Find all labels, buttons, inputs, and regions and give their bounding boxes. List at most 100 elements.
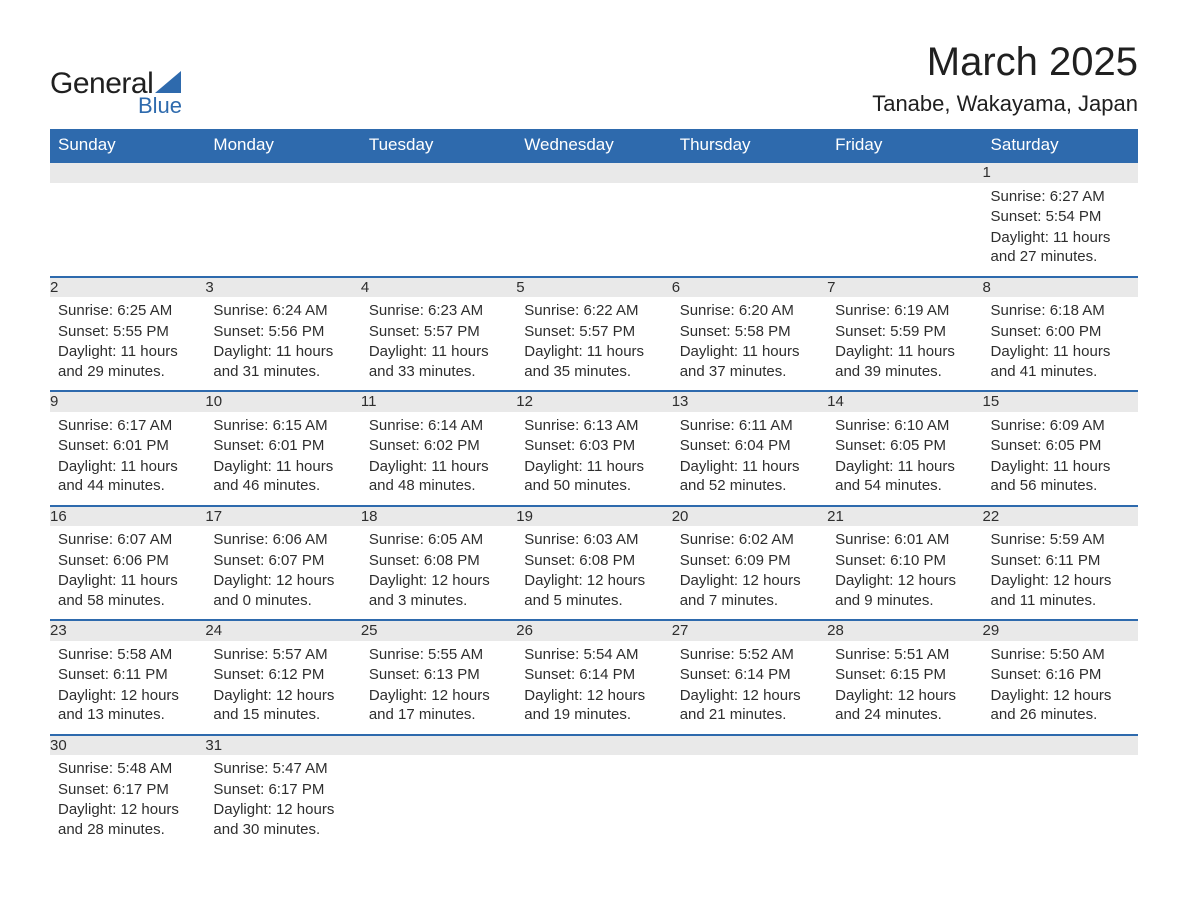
sunset-line: Sunset: 6:00 PM <box>991 322 1130 342</box>
day-number: 7 <box>827 277 982 298</box>
day-cell: Sunrise: 5:51 AMSunset: 6:15 PMDaylight:… <box>827 641 982 735</box>
daylight-line: Daylight: 12 hours and 3 minutes. <box>369 571 508 610</box>
sunset-line: Sunset: 6:17 PM <box>213 780 352 800</box>
daylight-line: Daylight: 11 hours and 37 minutes. <box>680 342 819 381</box>
week-data-row: Sunrise: 6:27 AMSunset: 5:54 PMDaylight:… <box>50 183 1138 277</box>
sunrise-line: Sunrise: 6:23 AM <box>369 301 508 321</box>
daylight-line: Daylight: 12 hours and 24 minutes. <box>835 686 974 725</box>
day-cell: Sunrise: 6:02 AMSunset: 6:09 PMDaylight:… <box>672 526 827 620</box>
daylight-line: Daylight: 12 hours and 30 minutes. <box>213 800 352 839</box>
day-number: 1 <box>983 162 1138 183</box>
sunrise-line: Sunrise: 5:52 AM <box>680 645 819 665</box>
daylight-line: Daylight: 11 hours and 54 minutes. <box>835 457 974 496</box>
daylight-line: Daylight: 12 hours and 0 minutes. <box>213 571 352 610</box>
day-number: 19 <box>516 506 671 527</box>
empty-cell <box>516 735 671 756</box>
weekday-header: Saturday <box>983 129 1138 162</box>
sunrise-line: Sunrise: 6:15 AM <box>213 416 352 436</box>
weekday-header: Tuesday <box>361 129 516 162</box>
empty-cell <box>983 755 1138 848</box>
empty-cell <box>672 735 827 756</box>
day-number: 5 <box>516 277 671 298</box>
sunrise-line: Sunrise: 6:03 AM <box>524 530 663 550</box>
daylight-line: Daylight: 11 hours and 48 minutes. <box>369 457 508 496</box>
sunset-line: Sunset: 6:02 PM <box>369 436 508 456</box>
weekday-header: Friday <box>827 129 982 162</box>
day-cell: Sunrise: 6:14 AMSunset: 6:02 PMDaylight:… <box>361 412 516 506</box>
sunrise-line: Sunrise: 6:14 AM <box>369 416 508 436</box>
empty-cell <box>516 755 671 848</box>
sunrise-line: Sunrise: 6:13 AM <box>524 416 663 436</box>
daylight-line: Daylight: 12 hours and 28 minutes. <box>58 800 197 839</box>
day-cell: Sunrise: 5:54 AMSunset: 6:14 PMDaylight:… <box>516 641 671 735</box>
day-cell: Sunrise: 6:11 AMSunset: 6:04 PMDaylight:… <box>672 412 827 506</box>
daylight-line: Daylight: 11 hours and 56 minutes. <box>991 457 1130 496</box>
day-number: 21 <box>827 506 982 527</box>
sunrise-line: Sunrise: 6:07 AM <box>58 530 197 550</box>
location: Tanabe, Wakayama, Japan <box>872 91 1138 117</box>
sunset-line: Sunset: 5:57 PM <box>369 322 508 342</box>
sunset-line: Sunset: 6:03 PM <box>524 436 663 456</box>
empty-cell <box>672 162 827 183</box>
empty-cell <box>672 183 827 277</box>
sunset-line: Sunset: 6:13 PM <box>369 665 508 685</box>
day-number: 11 <box>361 391 516 412</box>
weekday-header: Wednesday <box>516 129 671 162</box>
sunrise-line: Sunrise: 6:19 AM <box>835 301 974 321</box>
daylight-line: Daylight: 11 hours and 27 minutes. <box>991 228 1130 267</box>
sunset-line: Sunset: 5:54 PM <box>991 207 1130 227</box>
day-number: 23 <box>50 620 205 641</box>
daylight-line: Daylight: 11 hours and 41 minutes. <box>991 342 1130 381</box>
day-cell: Sunrise: 6:19 AMSunset: 5:59 PMDaylight:… <box>827 297 982 391</box>
day-cell: Sunrise: 6:06 AMSunset: 6:07 PMDaylight:… <box>205 526 360 620</box>
day-number: 24 <box>205 620 360 641</box>
week-data-row: Sunrise: 6:17 AM Sunset: 6:01 PM Daylight:… <box>50 412 1138 506</box>
empty-cell <box>361 162 516 183</box>
sunset-line: Sunset: 6:08 PM <box>369 551 508 571</box>
daylight-line: Daylight: 11 hours and 39 minutes. <box>835 342 974 381</box>
title-block: March 2025 Tanabe, Wakayama, Japan <box>872 40 1138 117</box>
sunrise-line: Sunrise: 5:57 AM <box>213 645 352 665</box>
day-number: 4 <box>361 277 516 298</box>
day-number: 28 <box>827 620 982 641</box>
sunrise-line: Sunrise: 5:55 AM <box>369 645 508 665</box>
week-data-row: Sunrise: 5:58 AMSunset: 6:11 PM Daylight:… <box>50 641 1138 735</box>
day-cell: Sunrise: 6:25 AMSunset: 5:55 PMDaylight:… <box>50 297 205 391</box>
sunset-line: Sunset: 6:01 PM <box>213 436 352 456</box>
sunrise-line: Sunrise: 6:06 AM <box>213 530 352 550</box>
sunset-line: Sunset: 5:57 PM <box>524 322 663 342</box>
day-number: 26 <box>516 620 671 641</box>
empty-cell <box>361 183 516 277</box>
day-cell: Sunrise: 6:24 AMSunset: 5:56 PMDaylight:… <box>205 297 360 391</box>
sunrise-line: Sunrise: 5:59 AM <box>991 530 1130 550</box>
empty-cell <box>983 735 1138 756</box>
sunset-line: Sunset: 6:17 PM <box>58 780 197 800</box>
sunset-line: Sunset: 6:09 PM <box>680 551 819 571</box>
empty-cell <box>827 183 982 277</box>
day-number: 12 <box>516 391 671 412</box>
daylight-line: Daylight: 12 hours and 11 minutes. <box>991 571 1130 610</box>
week-number-row: 2345678 <box>50 277 1138 298</box>
daylight-line: Daylight: 12 hours and 19 minutes. <box>524 686 663 725</box>
empty-cell <box>361 755 516 848</box>
sunrise-line: Sunrise: 5:58 AM <box>58 645 197 665</box>
sunset-line: Sunset: 6:07 PM <box>213 551 352 571</box>
day-cell: Sunrise: 5:58 AMSunset: 6:11 PMDaylight:… <box>50 641 205 735</box>
sunrise-line: Sunrise: 6:10 AM <box>835 416 974 436</box>
week-number-row: 3031 <box>50 735 1138 756</box>
sunrise-line: Sunrise: 6:17 AM <box>58 416 197 436</box>
weekday-header-row: SundayMondayTuesdayWednesdayThursdayFrid… <box>50 129 1138 162</box>
day-cell: Sunrise: 5:55 AMSunset: 6:13 PMDaylight:… <box>361 641 516 735</box>
daylight-line: Daylight: 11 hours and 29 minutes. <box>58 342 197 381</box>
sunrise-line: Sunrise: 6:09 AM <box>991 416 1130 436</box>
day-number: 20 <box>672 506 827 527</box>
sunset-line: Sunset: 5:58 PM <box>680 322 819 342</box>
sunrise-line: Sunrise: 5:48 AM <box>58 759 197 779</box>
sunset-line: Sunset: 6:11 PM <box>58 665 197 685</box>
logo-word-2: Blue <box>138 95 182 117</box>
sunset-line: Sunset: 6:04 PM <box>680 436 819 456</box>
page-title: March 2025 <box>872 40 1138 85</box>
daylight-line: Daylight: 11 hours and 50 minutes. <box>524 457 663 496</box>
daylight-line: Daylight: 11 hours and 33 minutes. <box>369 342 508 381</box>
day-number: 18 <box>361 506 516 527</box>
